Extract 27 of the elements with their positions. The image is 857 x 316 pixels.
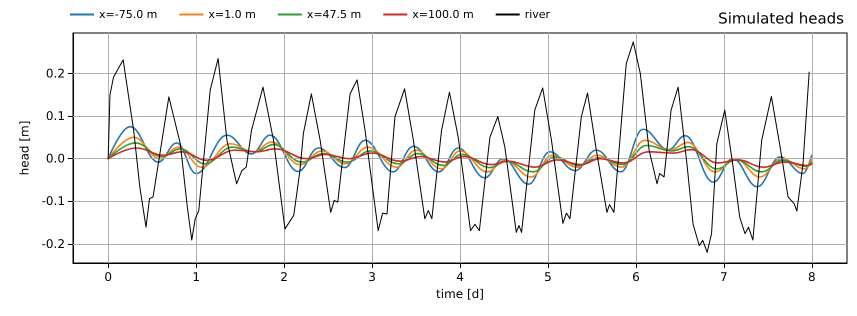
x-tick-label: 6 <box>632 270 640 284</box>
line-series <box>107 126 813 188</box>
x-tick-label: 3 <box>368 270 376 284</box>
legend-label: x=-75.0 m <box>99 8 158 21</box>
line-series <box>107 147 813 168</box>
x-tick-label: 4 <box>456 270 464 284</box>
line-series <box>107 142 813 173</box>
x-tick-label: 5 <box>544 270 552 284</box>
x-tick-label: 0 <box>104 270 112 284</box>
chart-title: Simulated heads <box>718 10 844 28</box>
legend-label: x=47.5 m <box>306 8 362 21</box>
x-axis-title: time [d] <box>436 286 484 301</box>
y-tick-label: 0.0 <box>46 152 65 166</box>
line-series <box>108 41 810 253</box>
y-tick-label: -0.1 <box>42 194 65 208</box>
y-tick-label: 0.2 <box>46 66 65 80</box>
legend-label: x=1.0 m <box>208 8 256 21</box>
legend-label: x=100.0 m <box>412 8 474 21</box>
line-series <box>107 136 813 178</box>
x-tick-label: 7 <box>720 270 728 284</box>
y-tick-label: -0.2 <box>42 236 65 251</box>
legend-label: river <box>524 8 551 21</box>
x-tick-label: 2 <box>280 270 288 284</box>
y-tick-label: 0.1 <box>46 109 65 124</box>
y-axis-title: head [m] <box>18 120 32 176</box>
x-tick-label: 8 <box>808 270 816 284</box>
x-tick-label: 1 <box>192 270 200 284</box>
